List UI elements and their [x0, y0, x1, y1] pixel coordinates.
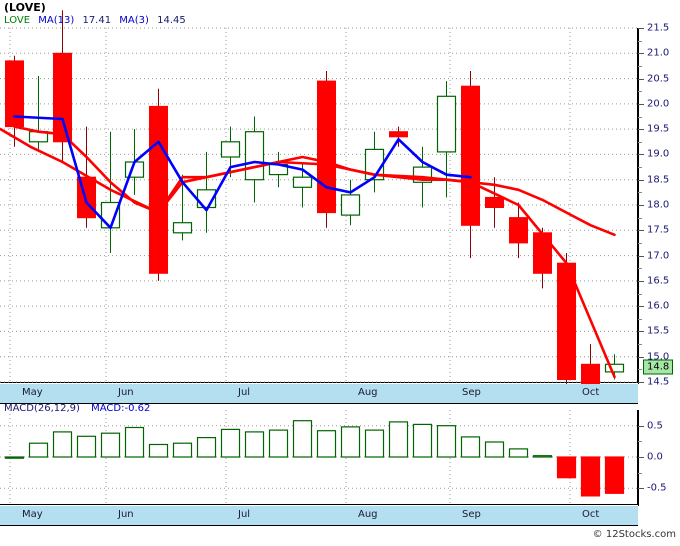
legend-ma13-label: MA(13) — [38, 15, 75, 26]
price-month-label: Oct — [582, 387, 600, 398]
price-axis-tickmark — [638, 331, 644, 333]
macd-legend: MACD(26,12,9) MACD:-0.62 — [4, 403, 150, 414]
macd-month-label: Jun — [118, 509, 134, 520]
macd-axis-minor-tickmark — [638, 441, 642, 443]
price-axis-minor-tickmark — [638, 318, 642, 320]
price-legend: LOVE MA(13) 17.41 MA(3) 14.45 — [4, 15, 191, 26]
page-title: (LOVE) — [4, 1, 46, 14]
macd-month-label: Sep — [462, 509, 481, 520]
price-chart-canvas — [0, 10, 637, 400]
price-axis-tickmark — [638, 28, 644, 29]
price-axis-minor-tickmark — [638, 217, 642, 219]
price-axis-tick: 21.5 — [647, 22, 670, 34]
price-month-label: May — [22, 387, 43, 398]
price-axis-minor-tickmark — [638, 344, 642, 346]
price-axis-tickmark — [638, 230, 644, 232]
price-axis-tick: 21.0 — [647, 47, 670, 59]
price-axis-tickmark — [638, 205, 644, 206]
macd-axis-minor-tickmark — [638, 472, 642, 474]
copyright-credit: © 12Stocks.com — [592, 529, 676, 540]
price-value-axis: 21.5 21.0 20.5 20.0 19.5 19.0 18.5 18.0 17.5 17.0… — [638, 23, 680, 388]
price-axis-minor-tickmark — [638, 192, 642, 194]
price-axis-minor-tickmark — [638, 268, 642, 270]
price-axis-tick: 17.5 — [647, 224, 670, 236]
price-axis-tickmark — [638, 356, 644, 358]
price-axis-minor-tickmark — [638, 91, 642, 93]
price-axis-tickmark — [638, 179, 644, 181]
legend-ma3-label: MA(3) — [119, 15, 149, 26]
macd-name: MACD(26,12,9) — [4, 403, 80, 414]
current-price-flag: 14.8 — [643, 359, 674, 375]
price-axis-tickmark — [638, 255, 644, 257]
macd-value-axis: 0.5 0.0 -0.5 — [638, 410, 680, 506]
price-axis-tick: 16.5 — [647, 275, 670, 287]
price-axis-tick: 15.5 — [647, 325, 670, 337]
macd-chart-canvas — [0, 410, 637, 504]
price-axis-tickmark — [638, 78, 644, 80]
macd-month-label: May — [22, 509, 43, 520]
price-axis-minor-tickmark — [638, 40, 642, 42]
price-axis-tick: 19.5 — [647, 123, 670, 135]
price-axis-tickmark — [638, 53, 644, 55]
price-axis-tick: 18.5 — [647, 174, 670, 186]
price-axis-minor-tickmark — [638, 116, 642, 118]
macd-month-label: Jul — [238, 509, 251, 520]
price-axis-tick: 19.0 — [647, 148, 670, 160]
price-month-label: Aug — [358, 387, 378, 398]
price-axis-minor-tickmark — [638, 369, 642, 371]
macd-axis-tickmark — [638, 488, 644, 490]
price-month-label: Sep — [462, 387, 481, 398]
macd-axis-spine — [638, 410, 639, 506]
price-axis-tick: 16.0 — [647, 300, 670, 312]
macd-chart-panel — [0, 410, 638, 505]
price-axis-minor-tickmark — [638, 65, 642, 67]
price-axis-tick: 15.0 — [647, 351, 670, 363]
price-axis-tick: 17.0 — [647, 250, 670, 262]
price-axis-minor-tickmark — [638, 242, 642, 244]
price-axis-tickmark — [638, 306, 644, 308]
price-axis-tick: 20.5 — [647, 73, 670, 85]
price-axis-spine — [638, 28, 639, 384]
price-axis-tick: 18.0 — [647, 199, 670, 211]
price-axis-minor-tickmark — [638, 293, 642, 295]
price-time-axis: May Jun Jul Aug Sep Oct — [0, 384, 638, 404]
price-month-label: Jun — [118, 387, 134, 398]
legend-symbol: LOVE — [4, 15, 31, 26]
price-axis-tick: 14.5 — [647, 376, 670, 388]
macd-value: MACD:-0.62 — [91, 403, 151, 414]
macd-axis-tick: 0.5 — [647, 420, 663, 432]
macd-axis-tick: -0.5 — [647, 482, 667, 494]
price-month-label: Jul — [238, 387, 251, 398]
macd-axis-tick: 0.0 — [647, 451, 663, 463]
legend-ma13-value: 17.41 — [82, 15, 112, 26]
price-axis-minor-tickmark — [638, 141, 642, 143]
price-axis-tickmark — [638, 154, 644, 156]
legend-ma3-value: 14.45 — [157, 15, 186, 26]
macd-axis-tickmark — [638, 425, 644, 427]
price-axis-tickmark — [638, 382, 644, 383]
macd-month-label: Aug — [358, 509, 378, 520]
macd-month-label: Oct — [582, 509, 600, 520]
price-axis-tick: 20.0 — [647, 98, 670, 110]
price-axis-minor-tickmark — [638, 167, 642, 169]
price-axis-tickmark — [638, 129, 644, 131]
price-chart-panel — [0, 10, 638, 400]
price-axis-tickmark — [638, 103, 644, 105]
macd-time-axis: May Jun Jul Aug Sep Oct — [0, 506, 638, 526]
price-axis-tickmark — [638, 280, 644, 282]
macd-axis-tickmark — [638, 457, 644, 458]
